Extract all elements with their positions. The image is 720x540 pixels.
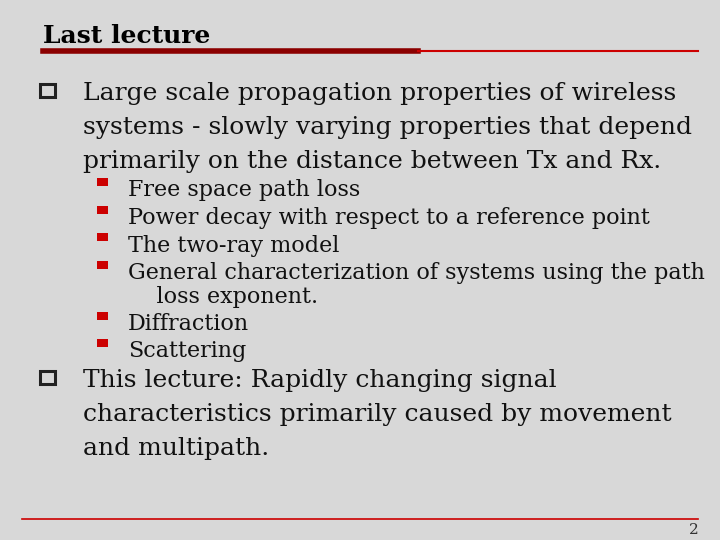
Text: and multipath.: and multipath. — [83, 437, 269, 461]
Text: Free space path loss: Free space path loss — [128, 179, 361, 201]
Text: The two-ray model: The two-ray model — [128, 235, 340, 257]
Bar — [97, 339, 108, 347]
Text: 2: 2 — [688, 523, 698, 537]
Bar — [97, 312, 108, 320]
Bar — [97, 178, 108, 186]
Text: Large scale propagation properties of wireless: Large scale propagation properties of wi… — [83, 82, 676, 105]
Text: primarily on the distance between Tx and Rx.: primarily on the distance between Tx and… — [83, 150, 661, 173]
Bar — [97, 233, 108, 241]
Text: General characterization of systems using the path: General characterization of systems usin… — [128, 262, 705, 285]
Bar — [40, 84, 55, 97]
Bar — [97, 261, 108, 269]
Bar — [97, 206, 108, 214]
Text: This lecture: Rapidly changing signal: This lecture: Rapidly changing signal — [83, 369, 557, 393]
Text: systems - slowly varying properties that depend: systems - slowly varying properties that… — [83, 116, 692, 139]
Text: Power decay with respect to a reference point: Power decay with respect to a reference … — [128, 207, 650, 230]
Text: loss exponent.: loss exponent. — [128, 286, 318, 308]
Text: Scattering: Scattering — [128, 340, 246, 362]
Text: Diffraction: Diffraction — [128, 313, 249, 335]
Text: Last lecture: Last lecture — [43, 24, 210, 48]
Text: characteristics primarily caused by movement: characteristics primarily caused by move… — [83, 403, 672, 427]
Bar — [40, 371, 55, 384]
